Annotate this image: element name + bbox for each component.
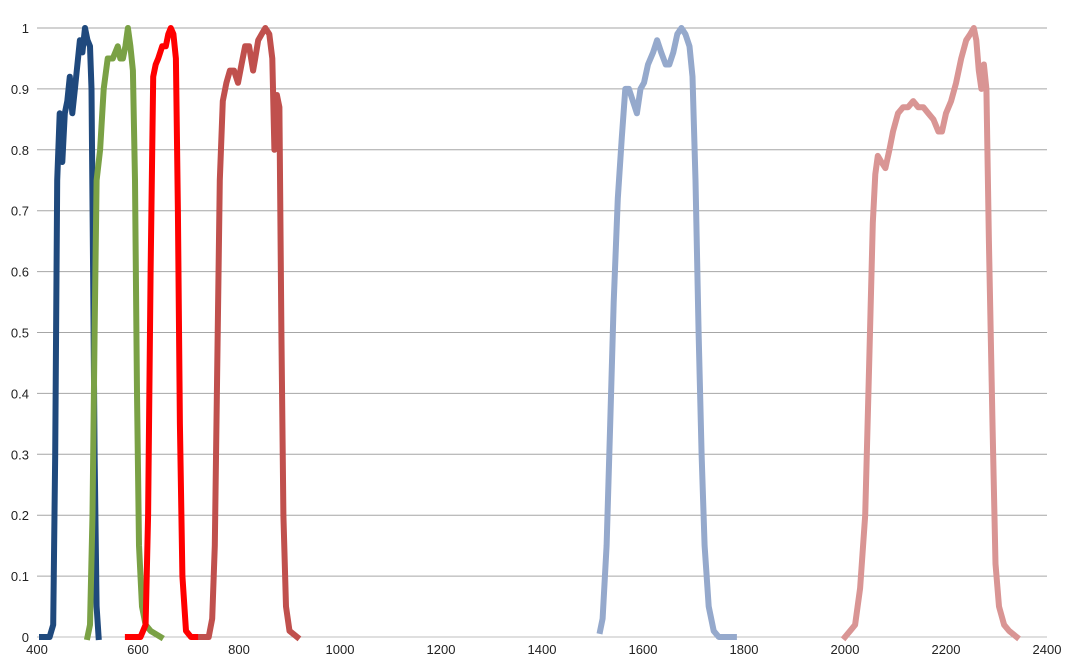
series-line — [39, 25, 102, 641]
y-axis: 0 0.1 0.2 0.3 0.4 0.5 0.6 0.7 0.8 0.9 1 — [11, 21, 29, 645]
y-tick-label: 0.5 — [11, 326, 29, 341]
series-line — [840, 25, 1021, 642]
series-group — [39, 25, 1021, 642]
x-tick-label: 2000 — [831, 642, 860, 657]
x-tick-label: 1800 — [730, 642, 759, 657]
y-tick-label: 0.4 — [11, 386, 29, 401]
x-tick-label: 1600 — [629, 642, 658, 657]
x-tick-label: 1400 — [528, 642, 557, 657]
x-tick-label: 2200 — [932, 642, 961, 657]
y-tick-label: 0.6 — [11, 265, 29, 280]
x-tick-label: 800 — [228, 642, 250, 657]
y-tick-label: 0.9 — [11, 82, 29, 97]
series-line — [83, 25, 165, 642]
x-tick-label: 1000 — [326, 642, 355, 657]
y-tick-label: 1 — [22, 21, 29, 36]
y-tick-label: 0 — [22, 630, 29, 645]
y-tick-label: 0.1 — [11, 569, 29, 584]
horizontal-gridlines — [37, 27, 1047, 638]
x-tick-label: 600 — [127, 642, 149, 657]
y-tick-label: 0.8 — [11, 143, 29, 158]
series-line — [596, 25, 737, 640]
y-tick-label: 0.3 — [11, 447, 29, 462]
x-tick-label: 400 — [26, 642, 48, 657]
x-tick-label: 2400 — [1033, 642, 1062, 657]
series-line — [124, 25, 205, 640]
x-tick-label: 1200 — [427, 642, 456, 657]
y-tick-label: 0.2 — [11, 508, 29, 523]
series-line — [198, 25, 302, 642]
x-axis: 400 600 800 1000 1200 1400 1600 1800 2000 2200 240… — [26, 642, 1061, 657]
y-tick-label: 0.7 — [11, 204, 29, 219]
